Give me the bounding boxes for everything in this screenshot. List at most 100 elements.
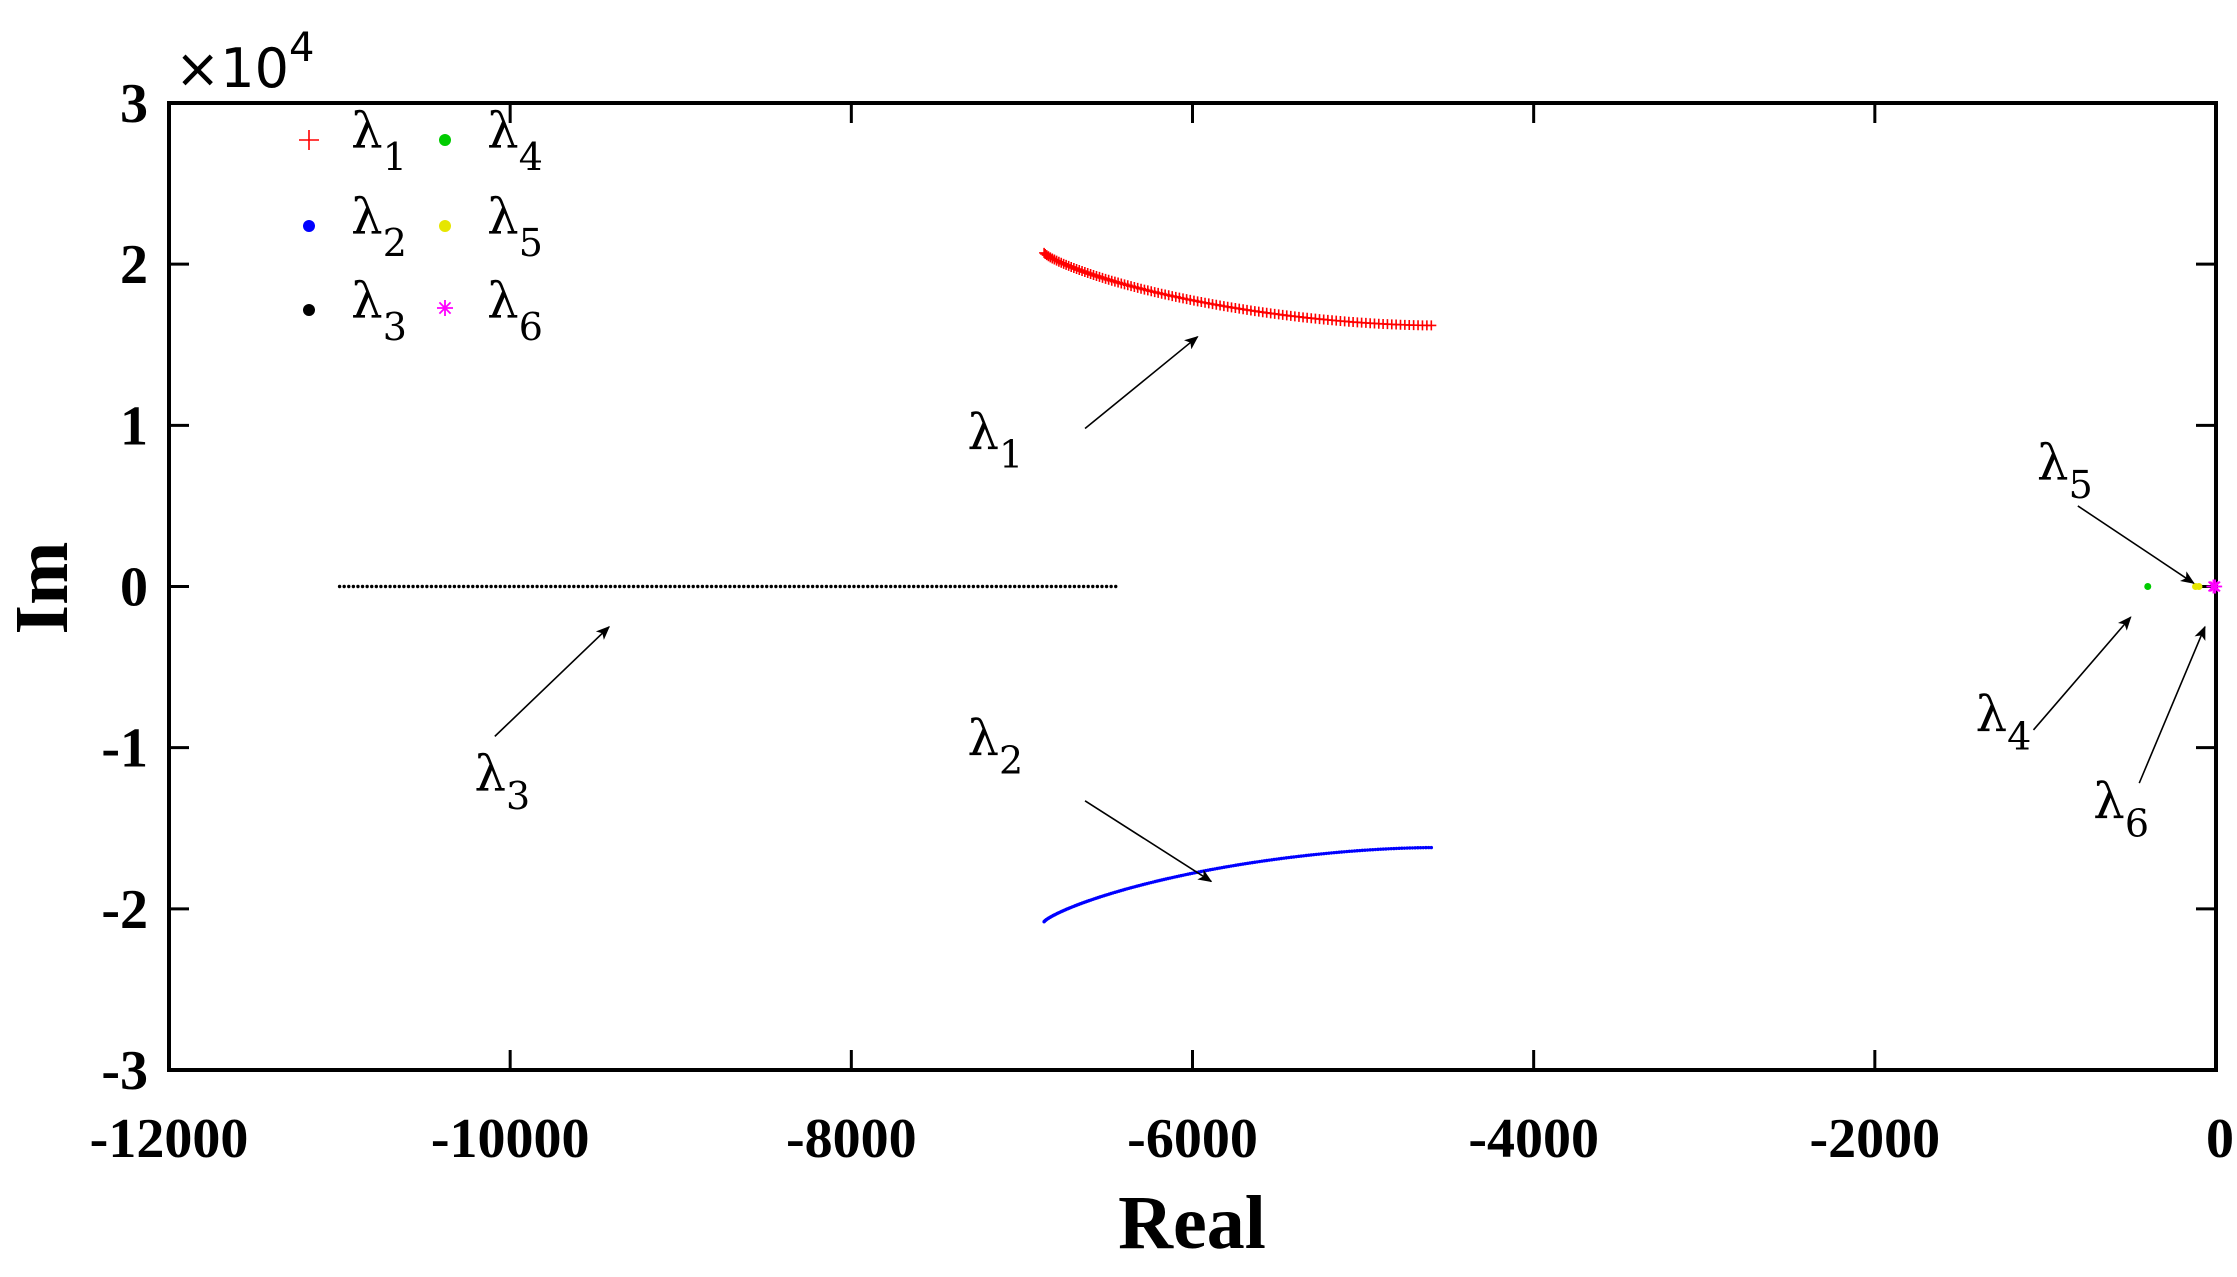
annotation-lambda-1: λ1 xyxy=(967,335,1199,477)
data-point xyxy=(438,584,443,589)
legend-item-lambda-6: λ6 xyxy=(437,272,543,349)
data-point xyxy=(1026,584,1031,589)
data-point xyxy=(709,584,714,589)
data-point xyxy=(1363,848,1367,852)
data-point xyxy=(1365,848,1370,852)
data-point xyxy=(861,584,865,589)
data-point xyxy=(1312,852,1316,857)
data-point xyxy=(962,584,966,589)
data-point xyxy=(636,584,640,589)
data-point xyxy=(1035,584,1040,589)
data-point xyxy=(1424,845,1428,850)
legend-label: λ2 xyxy=(351,188,407,265)
data-point xyxy=(1289,855,1293,859)
data-point xyxy=(907,584,911,589)
data-point xyxy=(1077,584,1081,589)
data-point xyxy=(884,584,888,589)
data-point xyxy=(1045,584,1049,589)
data-point xyxy=(925,584,930,589)
data-point xyxy=(650,584,654,589)
legend-item-lambda-4: λ4 xyxy=(439,102,543,179)
data-point xyxy=(911,584,916,589)
data-point xyxy=(783,584,787,589)
data-point xyxy=(1329,851,1334,855)
data-point xyxy=(572,584,576,589)
data-point xyxy=(1081,584,1086,589)
data-point xyxy=(299,130,319,150)
data-point xyxy=(654,584,659,589)
data-point xyxy=(1376,847,1380,852)
data-point xyxy=(1061,259,1072,270)
data-point xyxy=(1294,854,1298,859)
data-point xyxy=(1299,854,1303,858)
data-point xyxy=(553,584,558,589)
data-point xyxy=(526,584,530,589)
data-point xyxy=(613,584,617,589)
data-point xyxy=(379,584,383,589)
data-point xyxy=(581,584,585,589)
data-point xyxy=(1058,258,1069,269)
data-point xyxy=(512,584,516,589)
legend-label: λ5 xyxy=(487,188,543,265)
legend-item-lambda-3: λ3 xyxy=(303,272,407,349)
data-point xyxy=(342,584,346,589)
data-point xyxy=(1003,584,1008,589)
data-point xyxy=(985,584,989,589)
data-point xyxy=(866,584,870,589)
data-point xyxy=(618,584,622,589)
annotation-arrow xyxy=(2032,616,2132,731)
data-point xyxy=(549,584,553,589)
data-point xyxy=(852,584,856,589)
data-point xyxy=(939,584,943,589)
data-point xyxy=(1429,845,1434,850)
data-point xyxy=(397,584,401,589)
y-tick-label: -2 xyxy=(101,879,148,941)
data-point xyxy=(1017,584,1021,589)
data-point xyxy=(383,584,388,589)
data-point xyxy=(494,584,498,589)
data-point xyxy=(539,584,544,589)
data-point xyxy=(833,584,838,589)
data-point xyxy=(1012,584,1017,589)
y-tick-label: 1 xyxy=(120,395,148,457)
data-point xyxy=(1100,584,1104,589)
data-point xyxy=(957,584,962,589)
series-lambda-4 xyxy=(2144,583,2152,590)
data-point xyxy=(604,584,608,589)
data-point xyxy=(1054,584,1058,589)
data-point xyxy=(448,584,452,589)
data-point xyxy=(1378,847,1383,851)
data-point xyxy=(916,584,920,589)
annotation-label: λ6 xyxy=(2093,773,2149,846)
y-axis-title: Im xyxy=(0,542,84,635)
data-point xyxy=(1304,853,1308,858)
data-point xyxy=(437,300,453,316)
data-point xyxy=(1056,257,1067,268)
data-point xyxy=(1049,584,1054,589)
data-point xyxy=(1416,846,1420,850)
data-point xyxy=(746,584,751,589)
data-point xyxy=(1389,846,1393,851)
annotation-label: λ4 xyxy=(1975,686,2031,759)
data-point xyxy=(1426,320,1437,331)
data-point xyxy=(1297,854,1301,859)
annotation-lambda-2: λ2 xyxy=(967,710,1213,883)
data-point xyxy=(806,584,810,589)
series-lambda-2 xyxy=(1042,845,1434,924)
data-point xyxy=(595,584,599,589)
data-point xyxy=(820,584,824,589)
legend-item-lambda-2: λ2 xyxy=(303,188,407,265)
data-point xyxy=(1302,854,1306,858)
data-point xyxy=(434,584,438,589)
data-point xyxy=(1386,847,1391,851)
data-point xyxy=(1086,584,1090,589)
y-tick-label: 2 xyxy=(120,234,148,296)
data-point xyxy=(608,584,613,589)
data-point xyxy=(1031,584,1035,589)
data-point xyxy=(466,584,470,589)
y-scale-factor: ×104 xyxy=(175,25,314,100)
data-point xyxy=(999,584,1003,589)
annotation-label: λ5 xyxy=(2037,434,2093,507)
